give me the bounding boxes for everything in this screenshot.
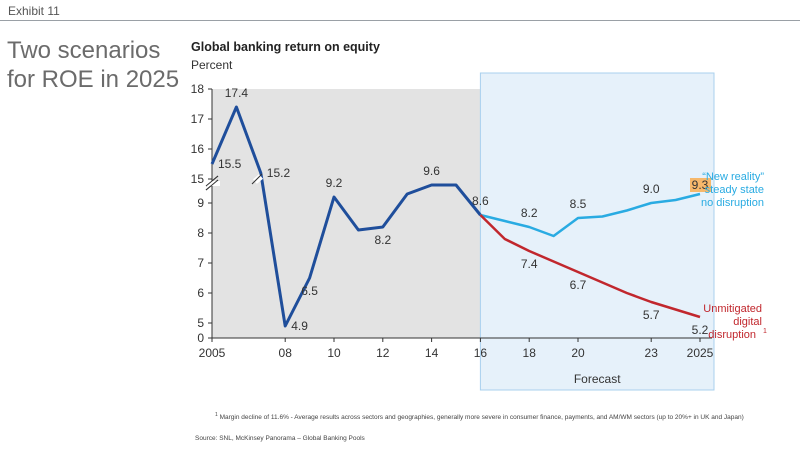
forecast-background bbox=[479, 72, 715, 391]
footnote-mark: 1 bbox=[215, 412, 218, 418]
line-break-mark bbox=[251, 173, 263, 185]
data-label: 5.7 bbox=[643, 308, 660, 322]
y-tick-label: 5 bbox=[197, 316, 204, 330]
x-tick-label: 18 bbox=[523, 346, 537, 360]
axis-break-line bbox=[205, 175, 219, 191]
x-tick-label: 2005 bbox=[199, 346, 226, 360]
annotation-disruption: Unmitigated bbox=[703, 303, 762, 315]
y-tick-label: 8 bbox=[197, 226, 204, 240]
header-rule bbox=[0, 20, 800, 21]
data-label: 9.6 bbox=[423, 164, 440, 178]
x-tick-label: 10 bbox=[327, 346, 341, 360]
forecast-label: Forecast bbox=[574, 372, 621, 386]
series-line-1 bbox=[480, 192, 701, 238]
data-label: 8.5 bbox=[570, 197, 587, 211]
x-tick-label: 2025 bbox=[687, 346, 714, 360]
x-tick-label: 16 bbox=[474, 346, 488, 360]
y-tick-label: 7 bbox=[197, 256, 204, 270]
y-tick-label: 17 bbox=[191, 112, 205, 126]
data-label: 8.6 bbox=[472, 194, 489, 208]
chart-title: Global banking return on equity bbox=[191, 40, 380, 54]
chart-unit-label: Percent bbox=[191, 58, 233, 72]
footnote-text: Margin decline of 11.6% - Average result… bbox=[219, 414, 744, 422]
y-tick-label: 0 bbox=[197, 331, 204, 345]
exhibit-label: Exhibit 11 bbox=[8, 4, 60, 18]
source-note: Source: SNL, McKinsey Panorama – Global … bbox=[195, 435, 365, 442]
annotation-new-reality: no disruption bbox=[701, 197, 764, 209]
data-label: 5.2 bbox=[692, 323, 709, 337]
data-label: 8.2 bbox=[374, 233, 391, 247]
footnote: 1 Margin decline of 11.6% - Average resu… bbox=[215, 411, 775, 422]
axis-break-gap bbox=[204, 181, 220, 186]
data-label: 6.5 bbox=[301, 284, 318, 298]
data-label: 7.4 bbox=[521, 257, 538, 271]
series-line-0 bbox=[210, 105, 482, 328]
annotation-new-reality: steady state bbox=[705, 184, 764, 196]
y-tick-label: 9 bbox=[197, 196, 204, 210]
series-line-2 bbox=[479, 214, 701, 319]
page-headline: Two scenarios for ROE in 2025 bbox=[7, 37, 180, 93]
x-tick-label: 23 bbox=[645, 346, 659, 360]
data-label: 15.2 bbox=[267, 166, 291, 180]
x-tick-label: 12 bbox=[376, 346, 390, 360]
data-label: 8.2 bbox=[521, 206, 538, 220]
annotation-disruption: disruption bbox=[708, 329, 756, 341]
data-label: 9.2 bbox=[326, 176, 343, 190]
y-tick-label: 18 bbox=[191, 82, 205, 96]
annotation-new-reality: “New reality” bbox=[702, 171, 764, 183]
data-label: 9.0 bbox=[643, 182, 660, 196]
data-label: 4.9 bbox=[291, 319, 308, 333]
data-label: 9.3 bbox=[692, 178, 709, 192]
annotation-footnote-mark: 1 bbox=[763, 328, 767, 335]
data-label: 15.5 bbox=[218, 157, 242, 171]
y-tick-label: 16 bbox=[191, 142, 205, 156]
line-break-gap bbox=[253, 174, 263, 184]
annotation-disruption: digital bbox=[733, 316, 762, 328]
x-tick-label: 08 bbox=[279, 346, 293, 360]
data-label: 17.4 bbox=[225, 86, 249, 100]
x-tick-label: 14 bbox=[425, 346, 439, 360]
data-label: 6.7 bbox=[570, 278, 587, 292]
y-tick-label: 15 bbox=[191, 172, 205, 186]
y-tick-label: 6 bbox=[197, 286, 204, 300]
highlight-box bbox=[690, 178, 711, 192]
x-tick-label: 20 bbox=[571, 346, 585, 360]
